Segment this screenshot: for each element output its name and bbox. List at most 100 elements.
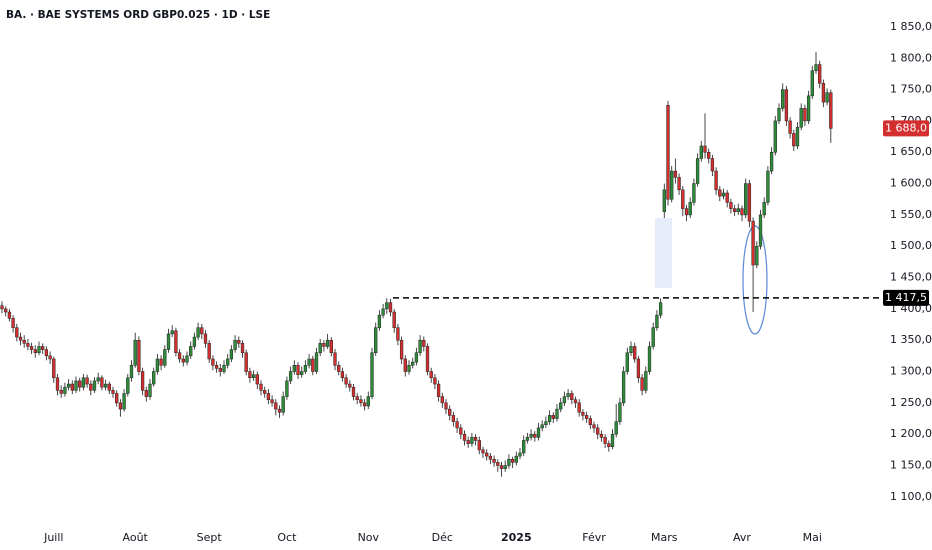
candle-body	[651, 327, 655, 347]
y-tick-label: 1 750,0	[890, 83, 932, 96]
candle-body	[777, 108, 781, 122]
candle-body	[351, 386, 356, 397]
candle-body	[85, 377, 89, 385]
candle-body	[488, 455, 493, 460]
candle-body	[100, 377, 104, 388]
candle-body	[584, 415, 589, 419]
candle-body	[207, 343, 211, 360]
y-tick-label: 1 350,0	[890, 333, 932, 346]
x-tick-label: Nov	[358, 531, 380, 544]
candle-body	[766, 170, 770, 203]
highlight-ellipse	[742, 225, 768, 335]
candle-body	[806, 95, 811, 122]
candle-body	[18, 336, 23, 341]
candle-body	[470, 437, 474, 444]
candle-body	[259, 383, 263, 391]
x-tick-label: Août	[123, 531, 149, 544]
candle-body	[755, 245, 759, 266]
candle-body	[362, 402, 367, 407]
candle-body	[251, 374, 256, 379]
candle-body	[137, 339, 141, 372]
candle-body	[159, 358, 163, 366]
candle-body	[670, 170, 674, 200]
y-tick-label: 1 200,0	[890, 427, 932, 440]
candle-body	[192, 336, 197, 347]
candle-body	[673, 170, 678, 178]
candle-body	[370, 352, 374, 397]
y-tick-label: 1 100,0	[890, 490, 932, 503]
candle-body	[248, 371, 252, 379]
last-price-badge	[883, 120, 929, 137]
hline-label: 1 417,5	[885, 291, 927, 304]
candle-body	[37, 346, 41, 353]
candle-body	[355, 396, 359, 400]
candle-body	[825, 92, 829, 103]
candle-body	[240, 343, 245, 353]
candle-body	[814, 64, 818, 72]
candle-body	[70, 383, 74, 391]
candle-body	[337, 365, 341, 372]
candle-body	[366, 396, 370, 407]
candle-body	[307, 358, 311, 366]
candle-body	[103, 383, 108, 388]
x-tick-label: Déc	[432, 531, 453, 544]
candle-body	[596, 427, 600, 435]
candle-body	[396, 327, 400, 341]
candle-body	[133, 339, 137, 366]
y-tick-label: 1 450,0	[890, 271, 932, 284]
candle-body	[425, 346, 430, 372]
candle-body	[122, 393, 126, 410]
candle-body	[684, 208, 689, 216]
candle-body	[514, 455, 518, 463]
candle-body	[41, 346, 45, 350]
candle-body	[89, 383, 93, 391]
candle-body	[625, 352, 629, 372]
candle-body	[414, 352, 419, 363]
candle-body	[566, 393, 570, 397]
candle-body	[92, 380, 97, 391]
candle-body	[233, 339, 237, 350]
candle-body	[325, 339, 330, 347]
candle-body	[551, 415, 555, 419]
candle-body	[536, 427, 541, 438]
x-tick-label: Avr	[733, 531, 751, 544]
highlight-box	[655, 218, 672, 288]
y-tick-label: 1 300,0	[890, 365, 932, 378]
candle-body	[818, 64, 822, 84]
candle-body	[681, 189, 685, 209]
candle-body	[311, 358, 315, 372]
candle-body	[821, 83, 826, 103]
candle-body	[418, 339, 422, 353]
candle-body	[455, 421, 459, 429]
candle-body	[629, 346, 633, 353]
candle-body	[59, 390, 63, 394]
candle-body	[799, 108, 803, 128]
candle-body	[695, 158, 700, 184]
candle-body	[655, 314, 659, 328]
candle-body	[340, 371, 345, 379]
candle-body	[189, 346, 193, 357]
candle-body	[196, 327, 200, 338]
candle-body	[436, 383, 441, 397]
candle-body	[181, 358, 185, 363]
candle-body	[477, 440, 481, 451]
candle-body	[155, 358, 160, 372]
candle-body	[429, 371, 433, 379]
candle-body	[322, 343, 326, 347]
candle-body	[529, 433, 533, 438]
candle-body	[55, 377, 60, 391]
candle-body	[44, 349, 49, 357]
candle-body	[485, 452, 489, 457]
candle-body	[392, 311, 396, 328]
x-tick-label: Mars	[651, 531, 678, 544]
candle-body	[810, 70, 814, 97]
y-tick-label: 1 250,0	[890, 396, 932, 409]
y-tick-label: 1 600,0	[890, 177, 932, 190]
candle-body	[666, 105, 670, 200]
candle-body	[129, 365, 134, 379]
candle-body	[473, 437, 478, 441]
candle-body	[440, 396, 444, 404]
candle-body	[510, 458, 515, 463]
candle-body	[411, 361, 415, 366]
